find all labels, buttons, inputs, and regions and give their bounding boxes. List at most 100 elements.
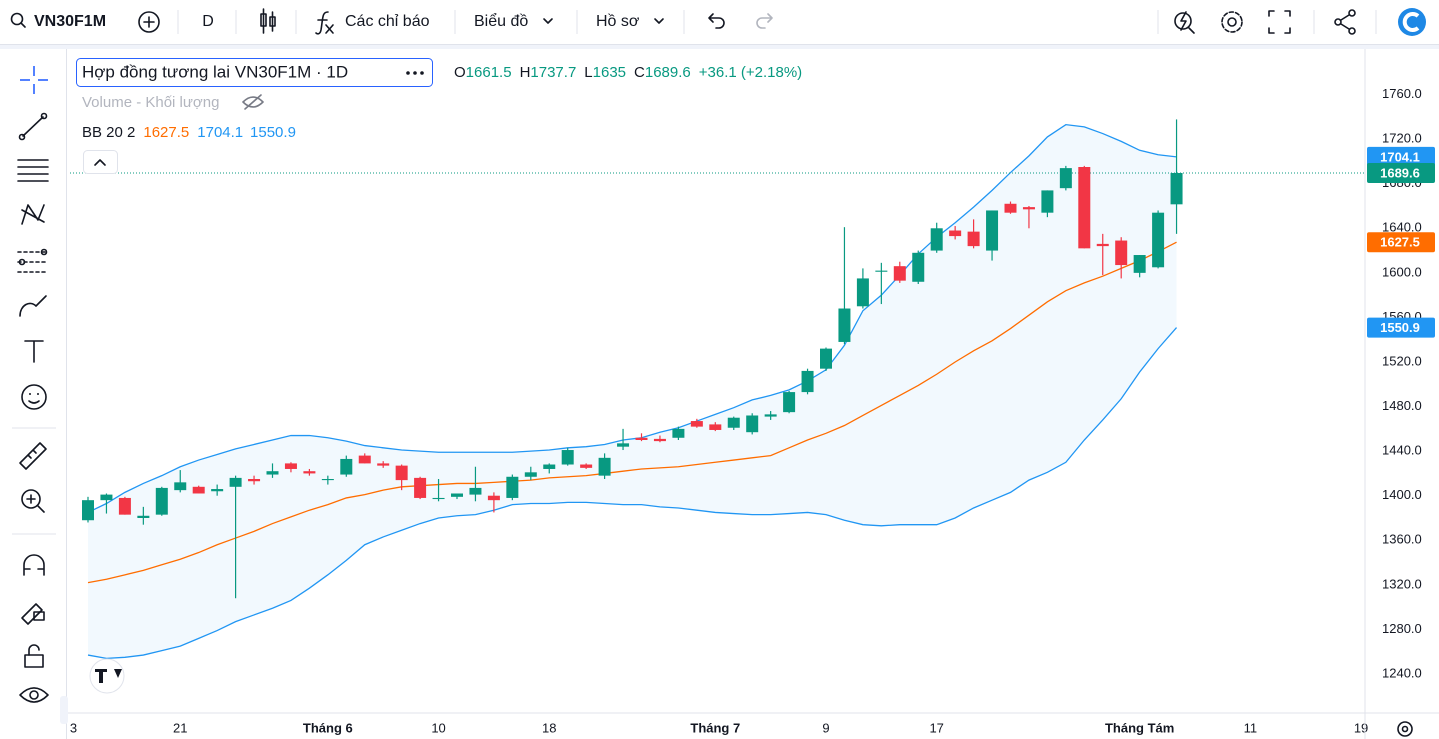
chart-type-button[interactable] — [260, 8, 276, 34]
compare-button[interactable] — [138, 11, 160, 33]
x-tick-label: 19 — [1354, 720, 1368, 735]
candle-body — [137, 515, 150, 518]
candle-body — [1115, 240, 1128, 266]
collapse-handle[interactable] — [60, 696, 68, 724]
ohlc-value: 1689.6 — [645, 64, 691, 81]
candle-body — [783, 392, 796, 413]
x-tick-label: 18 — [542, 720, 556, 735]
candle-body — [1096, 243, 1109, 247]
app-logo[interactable] — [1398, 8, 1426, 36]
share-button[interactable] — [1334, 9, 1356, 35]
crosshair-tool[interactable] — [20, 66, 48, 94]
lock-tool[interactable] — [24, 644, 44, 668]
candle-body — [1078, 167, 1091, 249]
legend-title[interactable]: Hợp đồng tương lai VN30F1M · 1D — [82, 62, 348, 81]
candle-body — [986, 210, 999, 251]
y-tick-label: 1760.0 — [1382, 86, 1422, 101]
candle-body — [174, 482, 187, 491]
indicators-label[interactable]: Các chỉ báo — [345, 13, 430, 30]
bb-line — [87, 123, 1177, 514]
undo-button[interactable] — [708, 13, 725, 29]
axes: 1240.0 1280.0 1320.0 1360.0 1400.0 1440.0 1480… — [70, 86, 1435, 735]
emoji-tool[interactable] — [21, 384, 47, 410]
x-tick-label: Tháng Tám — [1105, 720, 1174, 735]
bb-value: 1550.9 — [250, 124, 296, 141]
y-tick-label: 1440.0 — [1382, 443, 1422, 458]
line-tool[interactable] — [18, 112, 48, 141]
brush-tool[interactable] — [19, 295, 47, 317]
candle-body — [432, 497, 445, 500]
volume-legend[interactable]: Volume - Khối lượng — [82, 94, 219, 111]
candle-body — [635, 437, 648, 440]
settings-button[interactable] — [1221, 11, 1243, 33]
text-tool[interactable] — [24, 340, 44, 363]
candle-body — [506, 476, 519, 498]
profile-label[interactable]: Hồ sơ — [596, 13, 640, 30]
pattern-tool[interactable] — [21, 204, 45, 225]
fib-tool[interactable] — [17, 248, 49, 273]
chart-menu-label[interactable]: Biểu đồ — [474, 12, 528, 30]
candle-body — [192, 486, 205, 494]
channel-tool[interactable] — [17, 159, 49, 182]
zoom-tool[interactable] — [21, 489, 45, 513]
alert-button[interactable] — [1174, 11, 1195, 34]
candle-body — [1170, 173, 1183, 205]
candle-body — [395, 465, 408, 481]
magnet-tool[interactable] — [23, 554, 45, 576]
left-toolbar — [0, 49, 66, 739]
fullscreen-button[interactable] — [1268, 10, 1291, 34]
candle-body — [358, 455, 371, 464]
candle-body — [580, 464, 593, 468]
symbol[interactable]: VN30F1M — [34, 13, 106, 30]
ruler-tool[interactable] — [19, 442, 47, 470]
candle-body — [856, 278, 869, 307]
ohlc-letter: C — [634, 64, 645, 81]
indicators-button[interactable]: Các chỉ báo — [315, 11, 430, 35]
band-fill — [88, 124, 1177, 659]
hidden-icon[interactable] — [242, 94, 264, 110]
x-tick-label: 3 — [70, 720, 77, 735]
symbol-search[interactable]: VN30F1M — [10, 12, 107, 30]
plot-area — [70, 119, 1365, 660]
collapse-legend[interactable] — [83, 150, 118, 174]
top-toolbar — [0, 0, 1439, 44]
legend-title-box[interactable] — [76, 58, 433, 87]
candle-body — [764, 414, 777, 417]
profile-menu[interactable]: Hồ sơ — [596, 13, 664, 30]
candle-body — [1059, 168, 1072, 189]
candle-body — [229, 477, 242, 487]
candle-body — [543, 464, 556, 469]
bb-value: 1704.1 — [197, 124, 243, 141]
ohlc-value: 1635 — [593, 64, 626, 81]
tv-logo[interactable] — [89, 658, 125, 694]
ohlc-letter: L — [584, 64, 592, 81]
x-tick-label: 10 — [431, 720, 445, 735]
visibility-tool[interactable] — [19, 687, 49, 703]
price-badge-label: 1550.9 — [1380, 320, 1420, 335]
candle-body — [1133, 255, 1146, 273]
candle-body — [469, 487, 482, 495]
price-badge-label: 1627.5 — [1380, 235, 1420, 250]
interval[interactable]: D — [202, 13, 214, 30]
candle-body — [912, 252, 925, 282]
redo-button[interactable] — [756, 13, 773, 29]
candle-body — [617, 443, 630, 447]
axis-settings[interactable] — [1397, 721, 1413, 737]
candle-body — [967, 231, 980, 247]
ohlc-letter: O — [454, 64, 466, 81]
more-button[interactable] — [406, 71, 424, 75]
candle-body — [801, 370, 814, 393]
candle-body — [672, 428, 685, 438]
bb-legend: BB 20 2 1627.5 1704.1 1550.9 — [82, 124, 296, 141]
y-tick-label: 1520.0 — [1382, 353, 1422, 368]
chart-menu[interactable]: Biểu đồ — [474, 12, 553, 30]
candle-body — [284, 463, 297, 469]
candle-body — [321, 479, 334, 481]
candle-body — [1041, 190, 1054, 213]
y-tick-label: 1400.0 — [1382, 487, 1422, 502]
candle-body — [1022, 207, 1035, 210]
lock-drawings[interactable] — [21, 603, 45, 625]
